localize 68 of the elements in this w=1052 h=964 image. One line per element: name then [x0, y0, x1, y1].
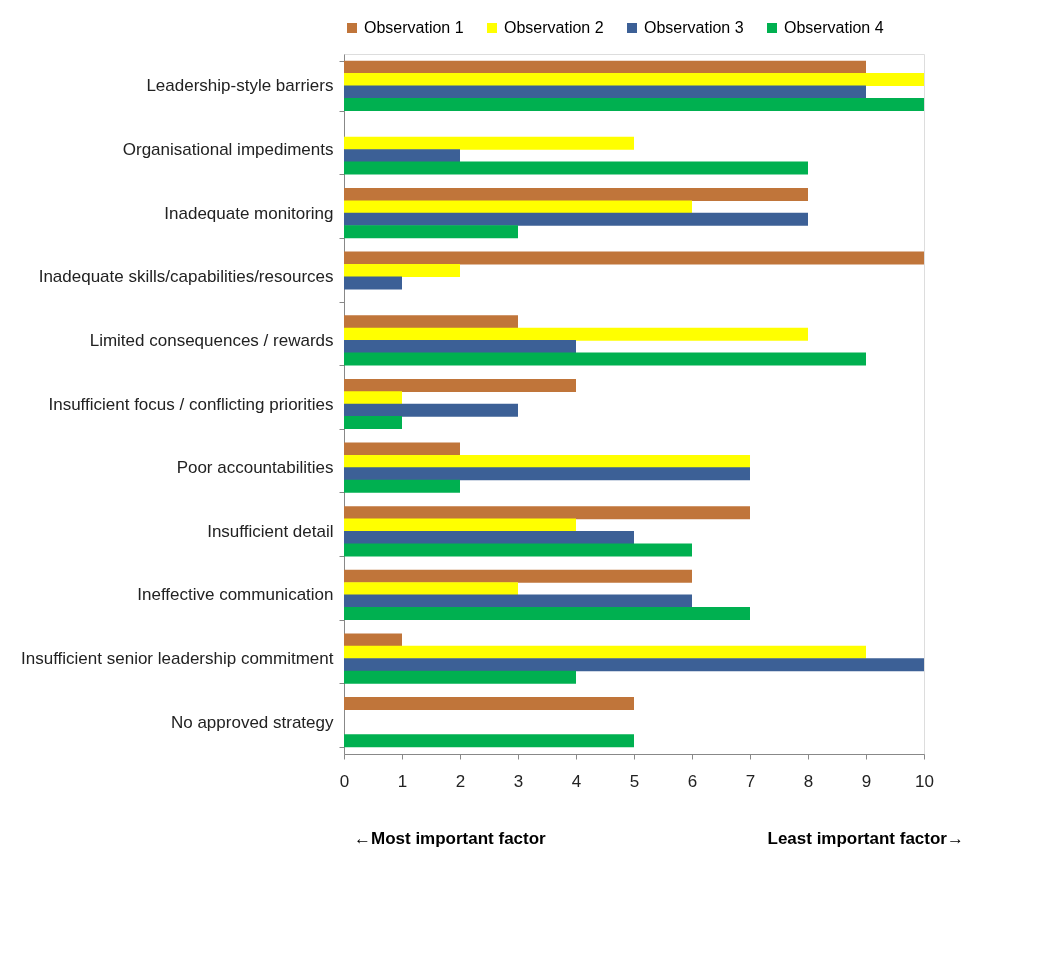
bar — [344, 697, 634, 711]
text: ←Most important factor — [354, 829, 547, 848]
bar — [344, 518, 576, 532]
y-tick-label: Insufficient detail — [207, 521, 334, 541]
y-tick-label: Poor accountabilities — [176, 458, 334, 478]
bar — [344, 161, 808, 175]
bar — [344, 136, 634, 150]
bar — [344, 479, 460, 493]
bar — [344, 391, 402, 405]
bar — [344, 506, 750, 520]
bar — [344, 378, 576, 392]
bar — [344, 251, 924, 265]
bar — [344, 467, 750, 481]
bar — [344, 734, 634, 748]
bar — [344, 416, 402, 430]
bar — [344, 340, 576, 354]
x-tick-label: 3 — [513, 771, 524, 791]
y-tick-label: Inadequate skills/capabilities/resources — [38, 267, 334, 287]
y-tick-label: Organisational impediments — [122, 139, 334, 159]
bar — [344, 276, 402, 290]
bar — [344, 315, 518, 329]
bar — [344, 327, 808, 341]
bar — [344, 582, 518, 596]
text: Least important factor→ — [767, 829, 964, 848]
bar — [344, 442, 460, 456]
bar — [344, 264, 460, 278]
x-tick-label: 2 — [455, 771, 466, 791]
bar — [344, 569, 692, 583]
bar — [344, 97, 924, 111]
bar — [344, 352, 866, 366]
x-tick-label: 5 — [629, 771, 640, 791]
bar — [344, 530, 634, 544]
legend-label: Observation 2 — [504, 19, 604, 36]
bar — [344, 187, 808, 201]
bar — [344, 633, 402, 647]
bar — [344, 403, 518, 417]
legend-label: Observation 3 — [644, 19, 744, 36]
x-tick-label: 4 — [571, 771, 582, 791]
bar — [344, 543, 692, 557]
y-tick-label: Leadership-style barriers — [146, 76, 334, 96]
x-tick-label: 10 — [915, 771, 934, 791]
y-tick-label: No approved strategy — [170, 712, 334, 732]
y-tick-label: Limited consequences / rewards — [89, 330, 334, 350]
legend-label: Observation 4 — [784, 19, 884, 36]
bar — [344, 594, 692, 608]
x-tick-label: 1 — [397, 771, 408, 791]
bar — [344, 670, 576, 684]
bar — [344, 73, 924, 87]
y-tick-label: Insufficient focus / conflicting priorities — [48, 394, 334, 414]
y-tick-label: Ineffective communication — [137, 585, 334, 605]
legend-label: Observation 1 — [364, 19, 464, 36]
y-tick-label: Insufficient senior leadership commitment — [21, 649, 334, 669]
bar — [344, 454, 750, 468]
bar — [344, 212, 808, 226]
bar — [344, 60, 866, 74]
bar — [344, 225, 518, 239]
bar — [344, 645, 866, 659]
bar — [344, 85, 866, 99]
bar — [344, 658, 924, 672]
x-tick-label: 8 — [803, 771, 814, 791]
x-tick-label: 6 — [687, 771, 698, 791]
x-tick-label: 9 — [861, 771, 872, 791]
x-tick-label: 0 — [339, 771, 350, 791]
y-tick-label: Inadequate monitoring — [164, 203, 334, 223]
bar — [344, 200, 692, 214]
bar — [344, 607, 750, 621]
bar — [344, 149, 460, 163]
x-tick-label: 7 — [745, 771, 756, 791]
